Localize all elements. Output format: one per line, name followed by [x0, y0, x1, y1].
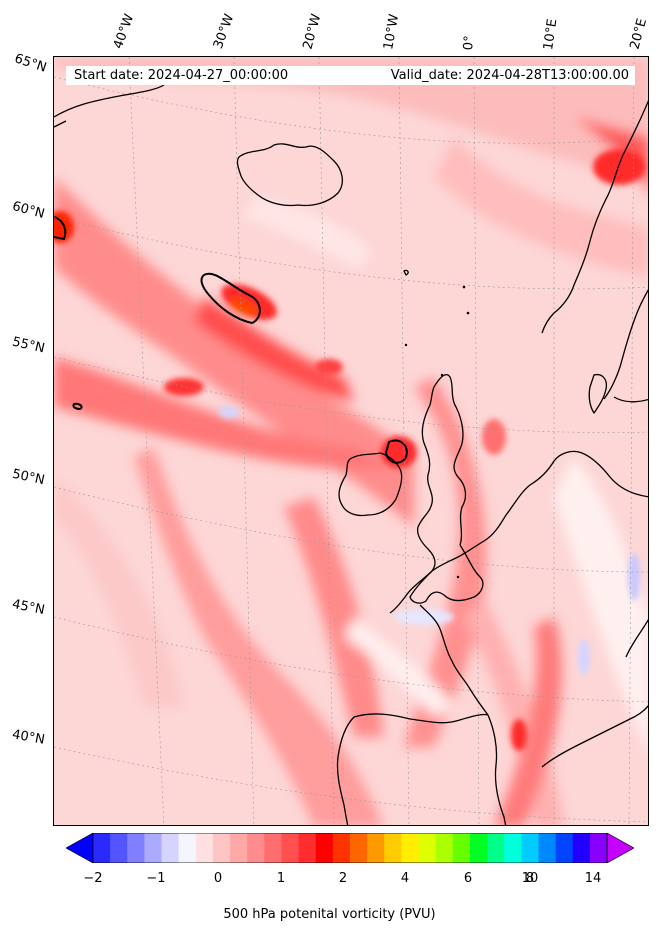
- iberia-coast: [336, 713, 489, 825]
- greenland-coast: [54, 84, 165, 128]
- colorbar-segment: [367, 833, 385, 863]
- valid-date: Valid_date: 2024-04-28T13:00:00.00: [390, 68, 629, 83]
- lon-label-10w: 10°W: [381, 13, 403, 52]
- lat-label-55n: 55°N: [10, 334, 47, 357]
- lon-label-30w: 30°W: [210, 12, 238, 51]
- colorbar: [66, 833, 634, 863]
- colorbar-tick-m2: −2: [83, 871, 103, 886]
- colorbar-label: 500 hPa potenital vorticity (PVU): [223, 907, 436, 922]
- colorbar-segment: [555, 833, 574, 863]
- colorbar-segment: [93, 833, 111, 863]
- colorbar-tick-14: 14: [584, 871, 602, 886]
- pv-2-contours: [54, 216, 408, 464]
- graticule: [54, 57, 648, 825]
- colorbar-segment: [281, 833, 300, 863]
- lon-label-10e: 10°E: [541, 17, 561, 51]
- ireland-coast: [338, 452, 403, 517]
- colorbar-segment: [589, 833, 608, 863]
- colorbar-segment: [487, 833, 505, 863]
- iceland-coast: [236, 143, 344, 207]
- colorbar-segment: [401, 833, 420, 863]
- lon-label-40w: 40°W: [110, 12, 138, 51]
- colorbar-segment: [572, 833, 591, 863]
- colorbar-tick-10: 10: [521, 871, 539, 886]
- colorbar-segment: [264, 833, 282, 863]
- colorbar-tick-0: 0: [213, 871, 223, 886]
- colorbar-tick-1: 1: [276, 871, 286, 886]
- colorbar-segment: [435, 833, 454, 863]
- lat-label-45n: 45°N: [10, 597, 46, 618]
- colorbar-segment: [538, 833, 557, 863]
- colorbar-outline: [92, 833, 608, 863]
- norway-coast: [541, 100, 648, 334]
- mediterranean-coast: [541, 704, 648, 768]
- denmark-coast: [588, 373, 608, 414]
- sweden-coast: [603, 289, 648, 400]
- colorbar-segment: [452, 833, 471, 863]
- colorbar-tick-8: 8: [525, 871, 535, 886]
- france-coast: [419, 604, 489, 716]
- colorbar-segment: [384, 833, 402, 863]
- lat-label-60n: 60°N: [10, 199, 47, 222]
- start-date: Start date: 2024-04-27_00:00:00: [74, 68, 289, 83]
- colorbar-segment: [350, 833, 368, 863]
- colorbar-segment: [521, 833, 539, 863]
- colorbar-segment: [247, 833, 265, 863]
- colorbar-segment: [195, 833, 214, 863]
- colorbar-segment: [161, 833, 180, 863]
- colorbar-segment: [212, 833, 231, 863]
- colorbar-segment: [298, 833, 317, 863]
- colorbar-segment: [418, 833, 437, 863]
- colorbar-tick-2: 2: [338, 871, 348, 886]
- coastlines: [54, 84, 648, 825]
- colorbar-tick-m1: −1: [146, 871, 166, 886]
- colorbar-extend-high: [606, 833, 634, 863]
- iberia-east-coast: [487, 714, 507, 825]
- italy-coast: [625, 619, 648, 658]
- lat-label-40n: 40°N: [10, 727, 46, 748]
- faroe: [403, 269, 409, 276]
- colorbar-segment: [127, 833, 145, 863]
- colorbar-segment: [144, 833, 163, 863]
- colorbar-segment: [332, 833, 351, 863]
- colorbar-extend-low: [66, 833, 94, 863]
- lat-label-65n: 65°N: [12, 51, 49, 76]
- colorbar-segment: [315, 833, 334, 863]
- continent-coast: [389, 450, 648, 614]
- scotland-coast: [433, 373, 467, 546]
- baltic-coast: [613, 396, 648, 403]
- colorbar-segment: [469, 833, 488, 863]
- small-islands: [404, 285, 470, 579]
- map-panel: Start date: 2024-04-27_00:00:00 Valid_da…: [53, 56, 649, 826]
- date-banner: Start date: 2024-04-27_00:00:00 Valid_da…: [66, 66, 635, 85]
- lon-label-20w: 20°W: [300, 12, 325, 51]
- colorbar-tick-4: 4: [400, 871, 410, 886]
- colorbar-tick-6: 6: [463, 871, 473, 886]
- lat-label-50n: 50°N: [10, 466, 46, 489]
- colorbar-segment: [178, 833, 197, 863]
- colorbar-segment: [230, 833, 248, 863]
- pv-field: [54, 57, 648, 825]
- lon-label-0: 0°: [461, 34, 478, 51]
- lon-label-20e: 20°E: [627, 16, 651, 51]
- colorbar-segment: [110, 833, 128, 863]
- pv-map: [54, 57, 648, 825]
- england-coast: [409, 386, 484, 604]
- colorbar-segment: [504, 833, 522, 863]
